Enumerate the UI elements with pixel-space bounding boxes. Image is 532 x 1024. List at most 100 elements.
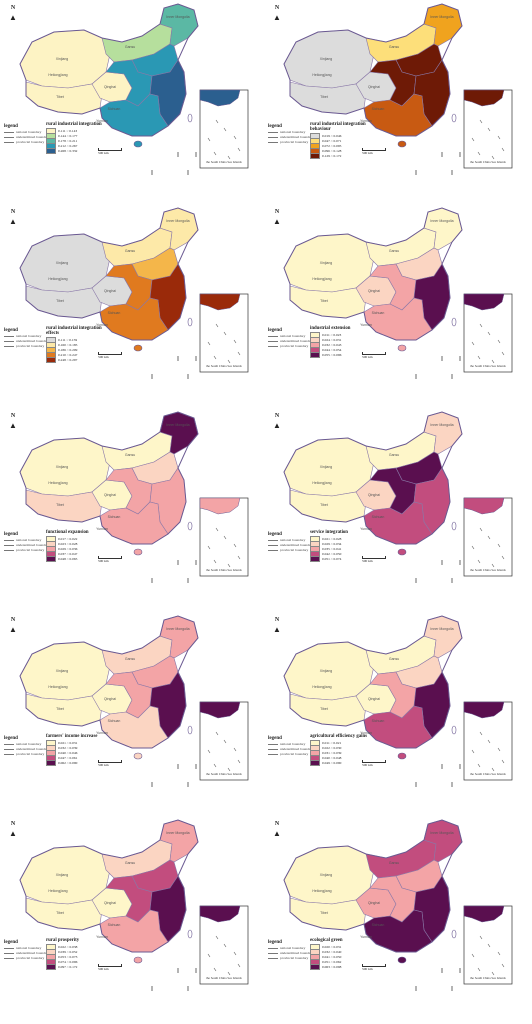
map-title: rural industrial integration behaviour: [310, 122, 366, 132]
legend-range: 0.062 ~ 0.090: [58, 760, 78, 765]
legend-range: 0.021 ~ 0.028: [322, 536, 342, 541]
province-label: Sichuan: [372, 311, 385, 315]
scale-bar: 500 km: [98, 148, 122, 155]
north-arrow-icon: N ▲: [273, 413, 281, 430]
north-arrow-icon: N ▲: [273, 617, 281, 634]
province-label: Xinjiang: [56, 465, 69, 469]
region-taiwan: [451, 725, 457, 735]
legend-swatch: [46, 356, 56, 363]
legend-range: 0.049 ~ 0.090: [322, 760, 342, 765]
boundary-legend-item: undetermined boundary: [4, 951, 49, 956]
province-label: Qinghai: [104, 493, 116, 497]
region-hainan: [397, 752, 407, 760]
province-label: Heilongjiang: [48, 481, 67, 485]
legend-range: 0.032 ~ 0.043: [322, 342, 342, 347]
province-label: Qinghai: [104, 697, 116, 701]
province-label: Heilongjiang: [48, 73, 67, 77]
legend-swatch: [46, 759, 56, 766]
province-label: Gansu: [125, 657, 135, 661]
inset-caption: the South China Sea Islands: [206, 160, 242, 164]
legend-heading: legend: [4, 736, 18, 741]
scale-label: 500 km: [98, 559, 109, 563]
boundary-legend: national boundary undetermined boundary pr…: [4, 538, 49, 553]
legend-range: 0.041 ~ 0.050: [322, 954, 342, 959]
province-label: Gansu: [125, 861, 135, 865]
province-label: Sichuan: [108, 515, 121, 519]
province-label: Gansu: [389, 861, 399, 865]
legend-range: 0.019 ~ 0.046: [322, 133, 342, 138]
boundary-legend-item: provincial boundary: [4, 548, 49, 553]
boundary-legend-item: provincial boundary: [268, 752, 313, 757]
province-label: Xinjiang: [320, 465, 333, 469]
region-hainan: [397, 344, 407, 352]
maritime-dash: [207, 341, 211, 346]
maritime-dash: [491, 155, 495, 160]
legend-range: 0.040 ~ 0.048: [322, 755, 342, 760]
legend-heading: legend: [4, 328, 18, 333]
scale-label: 500 km: [98, 763, 109, 767]
north-label: N: [10, 821, 16, 827]
legend-range: 0.017 ~ 0.022: [58, 536, 78, 541]
map-title: agricultural efficiency gains: [310, 734, 368, 739]
maritime-dash: [497, 951, 501, 956]
national-boundary: [19, 411, 199, 545]
china-map: Xinjiang Tibet Qinghai Gansu Inner Mongolia H…: [283, 207, 513, 379]
inset-caption: the South China Sea Islands: [470, 772, 506, 776]
maritime-dash: [497, 747, 501, 752]
province-label: Tibet: [320, 95, 328, 99]
inset-mainland: [199, 701, 241, 719]
maritime-dash: [223, 127, 227, 132]
legend-row: 0.097 ~ 0.172: [46, 963, 108, 970]
inset-mainland: [463, 905, 505, 923]
region-hainan: [397, 548, 407, 556]
legend-range: 0.042 ~ 0.050: [322, 551, 342, 556]
province-label: Tibet: [56, 707, 64, 711]
province-label: Tibet: [320, 299, 328, 303]
maritime-dash: [215, 323, 219, 328]
china-map: Xinjiang Tibet Qinghai Gansu Inner Mongolia H…: [283, 819, 513, 991]
map-title: rural industrial integration effects: [46, 326, 102, 336]
legend-row: 0.048 ~ 0.065: [46, 555, 108, 562]
legend-range: 0.021 ~ 0.031: [58, 740, 78, 745]
maritime-dash: [477, 355, 481, 360]
maritime-dash: [501, 147, 505, 152]
province-label: Tibet: [320, 911, 328, 915]
province-label: Yunnan: [360, 527, 372, 531]
china-map: Xinjiang Tibet Qinghai Gansu Inner Mongolia H…: [283, 3, 513, 175]
maritime-dash: [223, 943, 227, 948]
legend-range: 0.111 ~ 0.159: [58, 337, 78, 342]
maritime-dash: [215, 119, 219, 124]
north-label: N: [10, 617, 16, 623]
maritime-dash: [471, 545, 475, 550]
class-legend: farmers' income increase 0.021 ~ 0.031 0.0…: [46, 734, 108, 766]
scale-label: 500 km: [362, 151, 373, 155]
legend-range: 0.072 ~ 0.095: [322, 143, 342, 148]
legend-range: 0.074 ~ 0.096: [58, 959, 78, 964]
province-label: Gansu: [125, 45, 135, 49]
maritime-dash: [213, 355, 217, 360]
legend-range: 0.111 ~ 0.143: [58, 128, 78, 133]
maritime-dash: [479, 323, 483, 328]
legend-heading: legend: [4, 532, 18, 537]
region-taiwan: [451, 929, 457, 939]
province-label: Qinghai: [368, 289, 380, 293]
north-label: N: [10, 413, 16, 419]
class-legend: service integration 0.021 ~ 0.028 0.029 ~ …: [310, 530, 372, 562]
province-label: Gansu: [125, 249, 135, 253]
north-label: N: [10, 5, 16, 11]
legend-range: 0.055 ~ 0.096: [322, 352, 342, 357]
maritime-dash: [477, 763, 481, 768]
province-label: Heilongjiang: [48, 685, 67, 689]
province-label: Xinjiang: [56, 669, 69, 673]
province-label: Qinghai: [368, 85, 380, 89]
north-arrow-icon: N ▲: [9, 5, 17, 22]
map-panel-7: Xinjiang Tibet Qinghai Gansu Inner Mongolia H…: [2, 614, 252, 799]
north-arrow-icon: N ▲: [273, 209, 281, 226]
maritime-dash: [233, 135, 237, 140]
inset-caption: the South China Sea Islands: [206, 364, 242, 368]
boundary-legend-item: national boundary: [268, 742, 313, 747]
maritime-dash: [237, 963, 241, 968]
province-label: Gansu: [389, 45, 399, 49]
maritime-dash: [487, 739, 491, 744]
maritime-dash: [215, 935, 219, 940]
